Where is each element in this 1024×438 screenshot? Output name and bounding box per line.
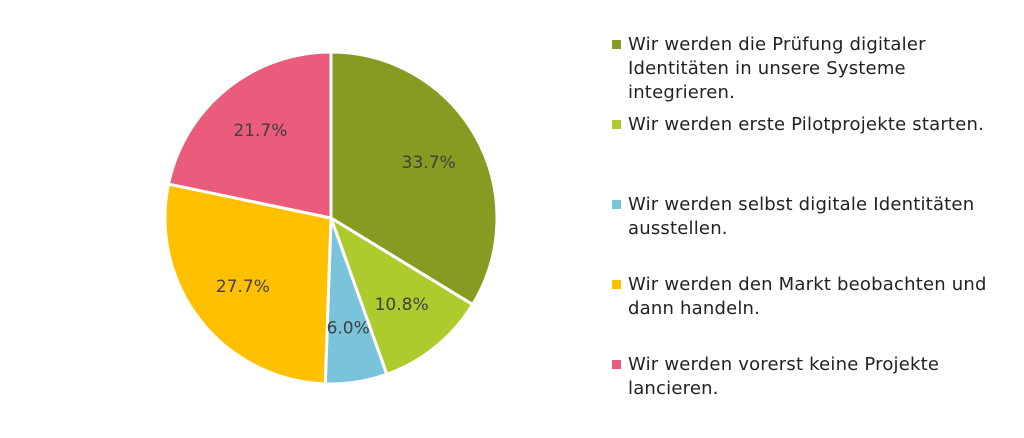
legend-swatch-integrate	[612, 40, 621, 49]
legend-label-issue: Wir werden selbst digitale Identitäten a…	[628, 194, 975, 239]
legend-item-issue: Wir werden selbst digitale Identitäten a…	[612, 193, 1017, 241]
legend-swatch-issue	[612, 200, 621, 209]
pie-slice-none	[167, 50, 333, 220]
pie-slices	[163, 50, 499, 386]
legend-label-integrate: Wir werden die Prüfung digitaler Identit…	[628, 34, 926, 103]
pie-value-label-observe: 27.7%	[216, 277, 270, 297]
pie-slice-pilot	[329, 216, 475, 376]
legend-label-pilot: Wir werden erste Pilotprojekte starten.	[628, 114, 984, 135]
pie-value-label-pilot: 10.8%	[375, 295, 429, 315]
legend-swatch-none	[612, 360, 621, 369]
legend-label-none: Wir werden vorerst keine Projekte lancie…	[628, 354, 940, 399]
legend-label-observe: Wir werden den Markt beobachten und dann…	[628, 274, 987, 319]
legend-swatch-pilot	[612, 120, 621, 129]
pie-value-labels: 33.7% 10.8%6.0% 27.7% 21.7%	[216, 121, 456, 339]
pie-value-label-issue: 6.0%	[327, 319, 370, 339]
legend-item-none: Wir werden vorerst keine Projekte lancie…	[612, 353, 1017, 401]
legend-item-observe: Wir werden den Markt beobachten und dann…	[612, 273, 1017, 321]
legend-swatch-observe	[612, 280, 621, 289]
pie-slice-integrate	[329, 50, 499, 307]
legend-item-integrate: Wir werden die Prüfung digitaler Identit…	[612, 33, 1017, 105]
pie-value-label-none: 21.7%	[233, 121, 287, 141]
legend-item-pilot: Wir werden erste Pilotprojekte starten.	[612, 113, 1017, 137]
pie-value-label-integrate: 33.7%	[402, 153, 456, 173]
pie-slice-observe	[163, 182, 333, 386]
